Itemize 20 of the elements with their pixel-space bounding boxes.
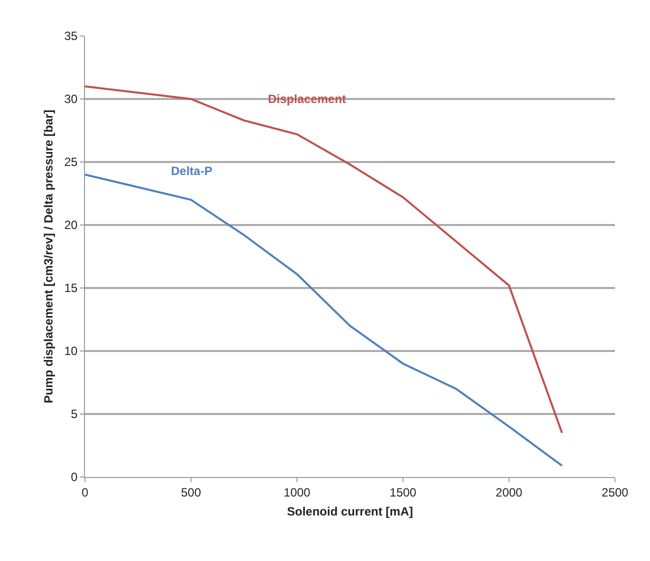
x-tick-label: 1000 xyxy=(284,485,311,500)
x-tick-label: 0 xyxy=(82,485,89,500)
y-axis-title: Pump displacement [cm3/rev] / Delta pressure [bar] xyxy=(42,110,56,404)
y-tick-label: 30 xyxy=(64,92,78,106)
x-tick-label: 2500 xyxy=(602,485,629,500)
y-tick-label: 10 xyxy=(64,344,78,358)
line-series xyxy=(85,174,563,467)
series-label: Displacement xyxy=(268,92,346,106)
x-axis-title: Solenoid current [mA] xyxy=(286,504,414,518)
y-tick-label: 25 xyxy=(64,155,78,170)
series-label: Delta-P xyxy=(171,164,212,178)
y-tick-label: 35 xyxy=(64,29,78,44)
x-tick-label: 500 xyxy=(180,485,202,500)
x-tick-label: 2000 xyxy=(496,485,523,500)
line-series xyxy=(85,85,563,434)
y-tick-label: 20 xyxy=(64,218,78,232)
y-tick-label: 0 xyxy=(70,470,78,484)
y-tick-label: 15 xyxy=(64,281,78,296)
y-tick-label: 5 xyxy=(70,407,78,422)
x-tick-label: 1500 xyxy=(390,485,417,500)
